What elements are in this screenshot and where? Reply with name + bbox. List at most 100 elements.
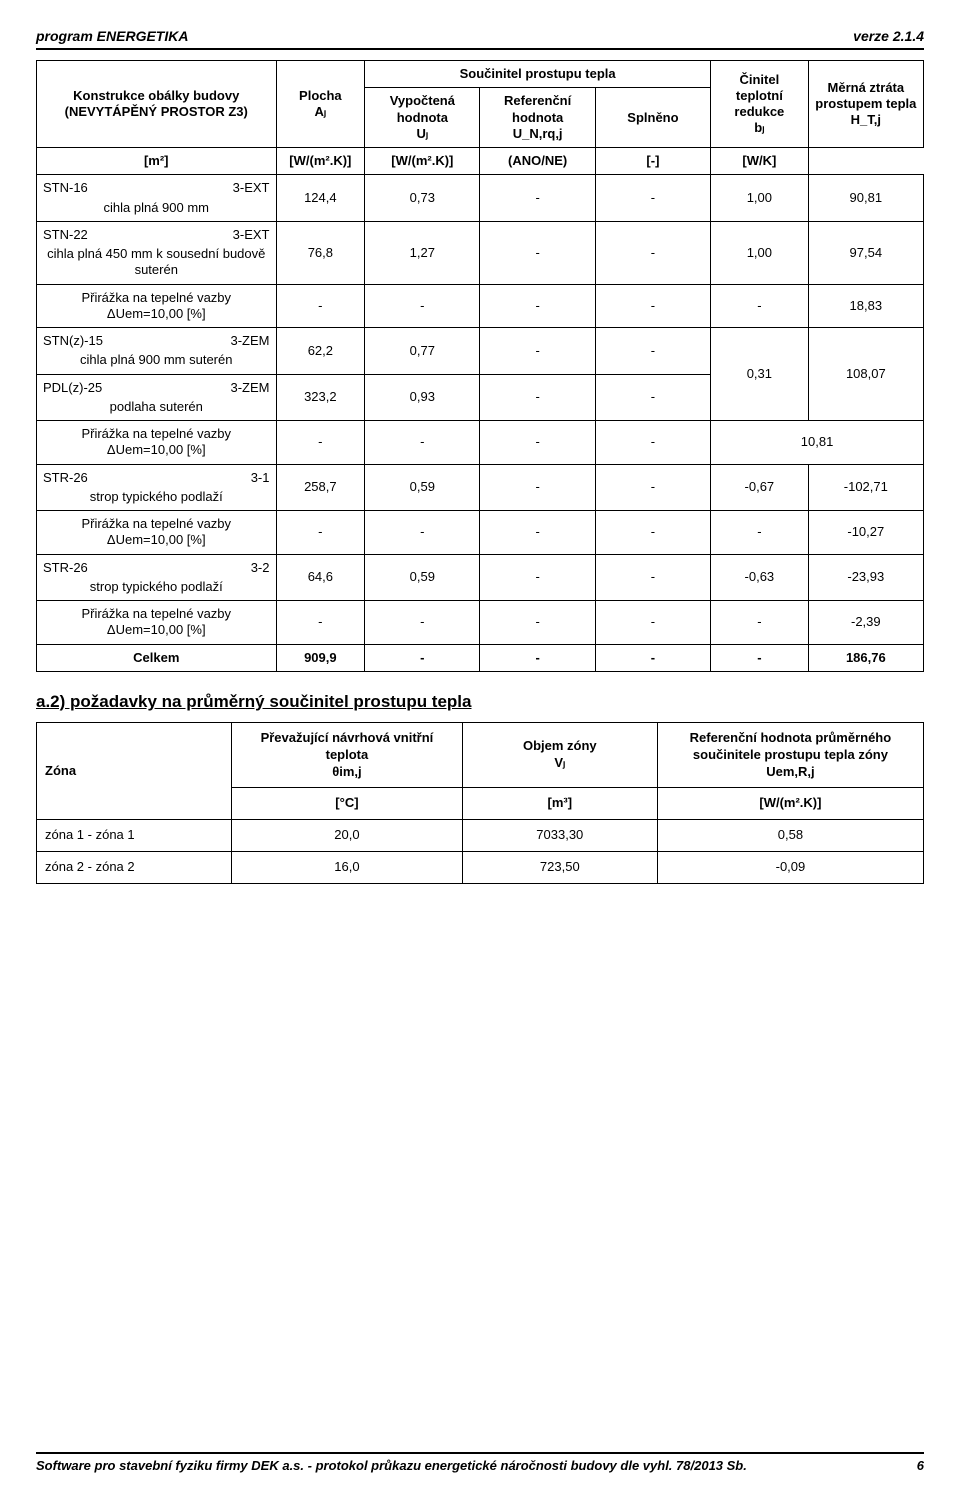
hdr-bj: Činitel teplotní redukcebⱼ (711, 61, 809, 148)
cell-htj: -23,93 (808, 554, 923, 601)
construct-code: STR-26 (43, 560, 88, 576)
construct-cell: Přirážka na tepelné vazbyΔUem=10,00 [%] (37, 601, 277, 645)
cell-unrq: - (480, 328, 595, 375)
construct-desc: strop typického podlaží (43, 579, 270, 595)
zone-cell-uem: 0,58 (657, 820, 923, 852)
cell-area: 323,2 (276, 374, 365, 421)
construct-cell: PDL(z)-253-ZEMpodlaha suterén (37, 374, 277, 421)
table-row: STR-263-2strop typického podlaží64,60,59… (37, 554, 924, 601)
cell-spl: - (595, 601, 710, 645)
hdr-area: PlochaAⱼ (276, 61, 365, 148)
zone-hdr-theta: Převažující návrhová vnitřní teplotaθim,… (232, 722, 463, 788)
cell-htj: -102,71 (808, 464, 923, 511)
hdr-unrq: Referenční hodnotaU_N,rq,j (480, 88, 595, 148)
cell-area: 64,6 (276, 554, 365, 601)
construct-code: PDL(z)-25 (43, 380, 102, 396)
cell-htj: -2,39 (808, 601, 923, 645)
construct-cell: STR-263-2strop typického podlaží (37, 554, 277, 601)
header-left: program ENERGETIKA (36, 28, 188, 44)
cell-unrq: - (480, 284, 595, 328)
construct-suffix: 3-EXT (233, 227, 270, 243)
table-row: STN-163-EXTcihla plná 900 mm124,40,73--1… (37, 175, 924, 222)
cell-htj: 108,07 (808, 328, 923, 421)
zone-hdr-zone: Zóna (37, 722, 232, 820)
cell-htj: 90,81 (808, 175, 923, 222)
cell-area: 258,7 (276, 464, 365, 511)
hdr-spl: Splněno (595, 88, 710, 148)
cell-area: - (276, 421, 365, 465)
construct-code: STN(z)-15 (43, 333, 103, 349)
total-bj: - (711, 644, 809, 671)
cell-unrq: - (480, 554, 595, 601)
cell-spl: - (595, 374, 710, 421)
cell-htj: 10,81 (711, 421, 924, 465)
zone-cell-uem: -0,09 (657, 852, 923, 884)
construction-table: Konstrukce obálky budovy(NEVYTÁPĚNÝ PROS… (36, 60, 924, 672)
cell-bj: - (711, 511, 809, 555)
construct-suffix: 3-ZEM (231, 333, 270, 349)
construct-cell: Přirážka na tepelné vazbyΔUem=10,00 [%] (37, 511, 277, 555)
cell-htj: -10,27 (808, 511, 923, 555)
cell-area: 62,2 (276, 328, 365, 375)
cell-bj: - (711, 601, 809, 645)
cell-uj: 0,59 (365, 464, 480, 511)
cell-uj: 0,73 (365, 175, 480, 222)
table-row: Přirážka na tepelné vazbyΔUem=10,00 [%] -… (37, 284, 924, 328)
zone-unit-uem: [W/(m².K)] (657, 788, 923, 820)
section-a2-title: a.2) požadavky na průměrný součinitel pr… (36, 692, 924, 712)
table-row: STN-223-EXTcihla plná 450 mm k sousední … (37, 221, 924, 284)
cell-area: 124,4 (276, 175, 365, 222)
cell-bj: - (711, 284, 809, 328)
construct-cell: STN(z)-15 3-ZEM cihla plná 900 mm suterén (37, 328, 277, 375)
construct-suffix: 3-EXT (233, 180, 270, 196)
cell-area: - (276, 601, 365, 645)
zone-hdr-volume: Objem zónyVⱼ (462, 722, 657, 788)
zone-cell-theta: 16,0 (232, 852, 463, 884)
cell-unrq: - (480, 175, 595, 222)
cell-htj: 18,83 (808, 284, 923, 328)
total-htj: 186,76 (808, 644, 923, 671)
unit-spl: (ANO/NE) (480, 148, 595, 175)
construct-desc: cihla plná 900 mm suterén (43, 352, 270, 368)
construct-code: STR-26 (43, 470, 88, 486)
cell-unrq: - (480, 464, 595, 511)
table-row: Přirážka na tepelné vazbyΔUem=10,00 [%]-… (37, 601, 924, 645)
zone-cell-zone: zóna 2 - zóna 2 (37, 852, 232, 884)
construct-suffix: 3-1 (251, 470, 270, 486)
zone-cell-vol: 7033,30 (462, 820, 657, 852)
construct-suffix: 3-ZEM (231, 380, 270, 396)
construct-cell: STN-163-EXTcihla plná 900 mm (37, 175, 277, 222)
construct-desc: cihla plná 900 mm (43, 200, 270, 216)
cell-spl: - (595, 221, 710, 284)
hdr-group: Součinitel prostupu tepla (365, 61, 711, 88)
cell-uj: 0,59 (365, 554, 480, 601)
unit-htj: [W/K] (711, 148, 809, 175)
hdr-uj: Vypočtená hodnotaUⱼ (365, 88, 480, 148)
cell-uj: 0,93 (365, 374, 480, 421)
table-row: Přirážka na tepelné vazbyΔUem=10,00 [%] -… (37, 511, 924, 555)
total-unrq: - (480, 644, 595, 671)
zone-cell-vol: 723,50 (462, 852, 657, 884)
cell-uj: 0,77 (365, 328, 480, 375)
construct-cell: STN-223-EXTcihla plná 450 mm k sousední … (37, 221, 277, 284)
cell-spl: - (595, 511, 710, 555)
footer-right: 6 (917, 1458, 924, 1473)
cell-spl: - (595, 328, 710, 375)
cell-uj: 1,27 (365, 221, 480, 284)
cell-bj: -0,67 (711, 464, 809, 511)
construct-cell: STR-263-1strop typického podlaží (37, 464, 277, 511)
table-row: Přirážka na tepelné vazbyΔUem=10,00 [%]-… (37, 421, 924, 465)
cell-bj: 0,31 (711, 328, 809, 421)
cell-area: 76,8 (276, 221, 365, 284)
construct-cell: Přirážka na tepelné vazbyΔUem=10,00 [%] (37, 284, 277, 328)
unit-unrq: [W/(m².K)] (365, 148, 480, 175)
cell-unrq: - (480, 511, 595, 555)
cell-spl: - (595, 421, 710, 465)
cell-bj: 1,00 (711, 175, 809, 222)
table-total-row: Celkem909,9----186,76 (37, 644, 924, 671)
construct-code: STN-22 (43, 227, 88, 243)
cell-spl: - (595, 554, 710, 601)
cell-spl: - (595, 464, 710, 511)
cell-unrq: - (480, 601, 595, 645)
total-spl: - (595, 644, 710, 671)
